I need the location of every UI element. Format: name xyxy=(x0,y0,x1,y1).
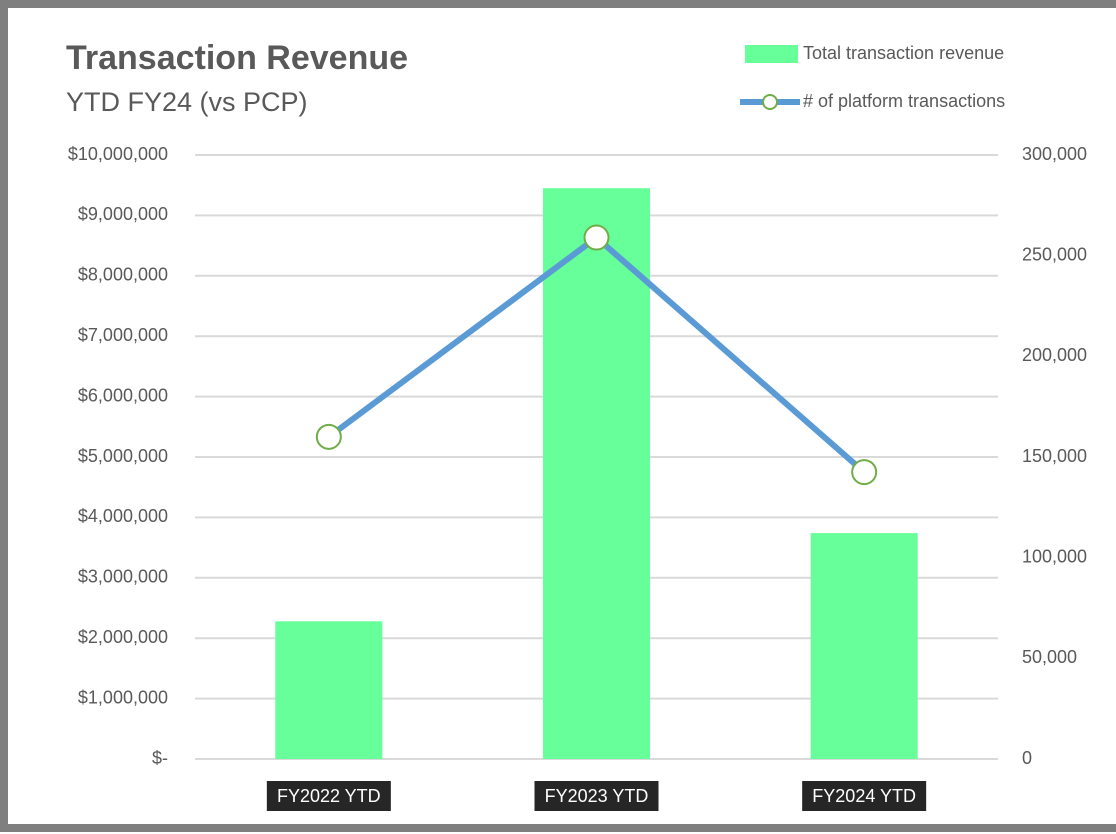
line-marker xyxy=(851,459,878,486)
legend-label: Total transaction revenue xyxy=(803,43,1004,63)
y-tick-label: $1,000,000 xyxy=(78,687,168,707)
category-label-bg xyxy=(534,781,659,811)
y2-tick-label: 100,000 xyxy=(1022,546,1087,566)
y-tick-label: $9,000,000 xyxy=(78,204,168,224)
legend-swatch xyxy=(745,45,798,63)
category-label-bg xyxy=(802,781,927,811)
x-tick-label: FY2024 YTD xyxy=(812,786,916,806)
line-marker xyxy=(583,224,610,251)
y2-tick-label: 300,000 xyxy=(1022,144,1087,164)
y2-tick-label: 250,000 xyxy=(1022,244,1087,264)
category-label-bg xyxy=(266,781,391,811)
y-tick-label: $6,000,000 xyxy=(78,385,168,405)
chart-subtitle: YTD FY24 (vs PCP) xyxy=(66,87,308,117)
y2-tick-label: 150,000 xyxy=(1022,446,1087,466)
y-tick-label: $10,000,000 xyxy=(68,144,168,164)
y-tick-label: $3,000,000 xyxy=(78,567,168,587)
y-tick-label: $- xyxy=(152,748,168,768)
y2-tick-label: 50,000 xyxy=(1022,647,1077,667)
bar xyxy=(275,621,383,759)
x-tick-label: FY2022 YTD xyxy=(277,786,381,806)
bar xyxy=(810,533,918,759)
y-tick-label: $4,000,000 xyxy=(78,506,168,526)
y2-tick-label: 0 xyxy=(1022,748,1032,768)
x-tick-label: FY2023 YTD xyxy=(545,786,649,806)
line-marker xyxy=(315,423,342,450)
bar xyxy=(542,188,651,760)
legend-marker xyxy=(762,94,778,110)
y-tick-label: $2,000,000 xyxy=(78,627,168,647)
y2-tick-label: 200,000 xyxy=(1022,345,1087,365)
y-tick-label: $8,000,000 xyxy=(78,265,168,285)
y-tick-label: $5,000,000 xyxy=(78,446,168,466)
legend-label: # of platform transactions xyxy=(803,91,1005,111)
chart-title: Transaction Revenue xyxy=(66,39,408,77)
y-tick-label: $7,000,000 xyxy=(78,325,168,345)
